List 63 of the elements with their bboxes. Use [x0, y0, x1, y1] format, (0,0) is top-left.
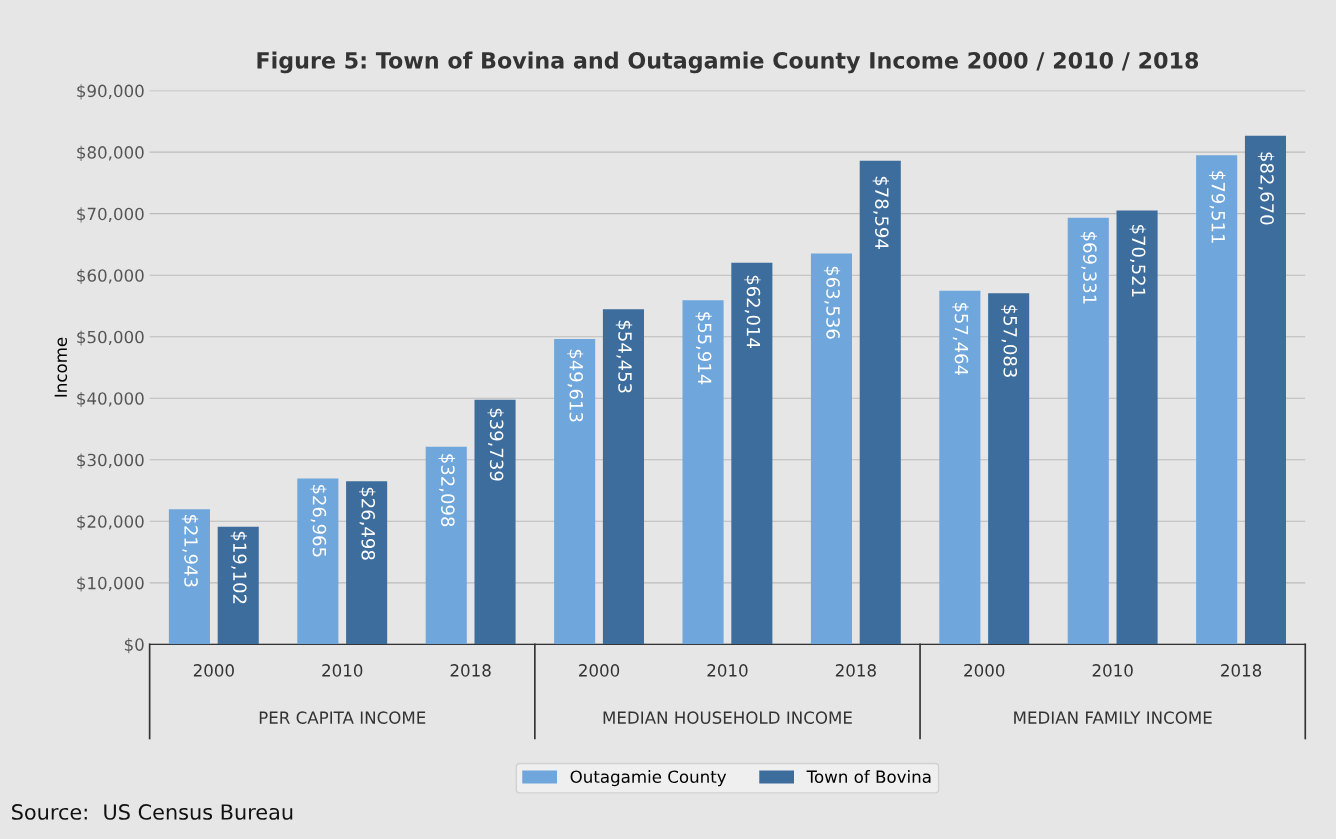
data-label: $39,739 [487, 408, 504, 481]
y-tick-label: $60,000 [77, 268, 144, 284]
y-tick-label: $10,000 [77, 576, 144, 592]
bar [1244, 135, 1287, 645]
y-tick-label: $40,000 [77, 391, 144, 408]
legend-label: Outagamie County [570, 770, 727, 787]
data-label: $78,594 [872, 176, 889, 249]
bar [859, 160, 901, 645]
source-note: Source: US Census Bureau [12, 804, 293, 820]
x-tick-label: 2018 [835, 664, 876, 677]
data-label: $26,965 [310, 484, 327, 557]
y-axis-title: Income [54, 337, 68, 397]
data-label: $26,498 [359, 487, 376, 560]
bar [682, 300, 724, 645]
bar [810, 253, 852, 645]
text: MEDIAN FAMILY INCOME [1014, 711, 1212, 724]
data-label: $70,521 [1129, 224, 1146, 297]
x-tick-label: 2000 [964, 664, 1005, 677]
data-label: $57,083 [1001, 305, 1018, 377]
data-label: $57,464 [952, 302, 969, 376]
data-label: $21,943 [181, 514, 199, 587]
y-tick-label: $30,000 [77, 453, 144, 469]
data-label: $62,014 [744, 275, 761, 348]
y-tick-label: $90,000 [77, 84, 144, 100]
bar [425, 446, 467, 645]
x-tick-label: 2018 [1221, 664, 1262, 677]
data-label: $82,670 [1257, 152, 1275, 225]
bar [602, 309, 644, 645]
data-label: $49,613 [567, 349, 584, 422]
x-tick-label: 2000 [579, 664, 620, 677]
y-tick-label: $70,000 [77, 207, 144, 223]
x-tick-label: 2000 [193, 664, 234, 677]
bar [554, 339, 596, 645]
data-label: $32,098 [438, 454, 455, 527]
bar [988, 293, 1030, 645]
bar [297, 478, 339, 645]
x-tick-label: 2018 [450, 664, 491, 677]
y-tick-label: $20,000 [77, 514, 144, 531]
x-tick-label: 2010 [322, 664, 363, 677]
bar [217, 526, 259, 645]
chart-title: Figure 5: Town of Bovina and Outagamie County Income 2000 / 2010 / 2018 [257, 51, 1199, 74]
text: MEDIAN HOUSEHOLD INCOME [603, 711, 852, 724]
data-label: $69,331 [1080, 232, 1098, 304]
data-label: $79,511 [1209, 171, 1226, 243]
bar [474, 399, 516, 645]
text: PER CAPITA INCOME [259, 711, 426, 724]
x-tick-label: 2010 [1092, 664, 1133, 677]
y-tick-label: $80,000 [77, 145, 144, 161]
bar [1116, 210, 1158, 645]
bar [939, 290, 981, 645]
bar [168, 509, 210, 645]
legend-label: Town of Bovina [806, 770, 931, 783]
data-label: $63,536 [823, 266, 841, 339]
bar [731, 262, 773, 645]
bar [346, 481, 388, 645]
bar [1196, 155, 1238, 645]
data-label: $19,102 [230, 531, 247, 604]
y-tick-label: $50,000 [77, 330, 144, 346]
x-tick-label: 2010 [707, 664, 748, 677]
y-tick-label: $0 [124, 638, 144, 654]
bar [1067, 217, 1109, 645]
data-label: $54,453 [615, 320, 633, 393]
data-label: $55,914 [695, 312, 712, 385]
